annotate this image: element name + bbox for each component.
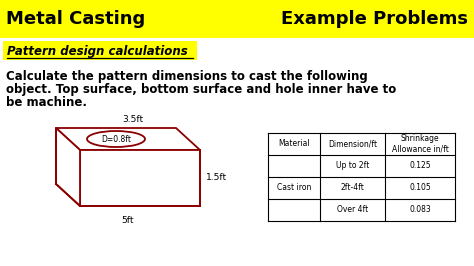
Text: 0.125: 0.125 <box>409 161 431 171</box>
Text: Pattern design calculations: Pattern design calculations <box>7 44 188 57</box>
Text: Over 4ft: Over 4ft <box>337 206 368 214</box>
Text: Shrinkage
Allowance in/ft: Shrinkage Allowance in/ft <box>392 134 448 154</box>
Text: Metal Casting: Metal Casting <box>6 10 145 28</box>
Polygon shape <box>56 128 80 206</box>
Text: 0.105: 0.105 <box>409 184 431 193</box>
Text: 1.5ft: 1.5ft <box>206 173 227 182</box>
Text: D=0.8ft: D=0.8ft <box>101 135 131 143</box>
Text: 0.083: 0.083 <box>409 206 431 214</box>
Text: 2ft-4ft: 2ft-4ft <box>340 184 365 193</box>
Text: Up to 2ft: Up to 2ft <box>336 161 369 171</box>
Text: Example Problems: Example Problems <box>281 10 468 28</box>
Text: be machine.: be machine. <box>6 96 87 109</box>
Text: Cast iron: Cast iron <box>277 184 311 193</box>
Text: 5ft: 5ft <box>122 216 134 225</box>
Text: 3.5ft: 3.5ft <box>122 115 144 124</box>
Polygon shape <box>56 128 200 150</box>
Text: Material: Material <box>278 139 310 148</box>
Text: object. Top surface, bottom surface and hole inner have to: object. Top surface, bottom surface and … <box>6 83 396 96</box>
Text: Dimension/ft: Dimension/ft <box>328 139 377 148</box>
FancyBboxPatch shape <box>3 41 197 60</box>
FancyBboxPatch shape <box>0 0 474 38</box>
Polygon shape <box>80 150 200 206</box>
Text: Calculate the pattern dimensions to cast the following: Calculate the pattern dimensions to cast… <box>6 70 368 83</box>
